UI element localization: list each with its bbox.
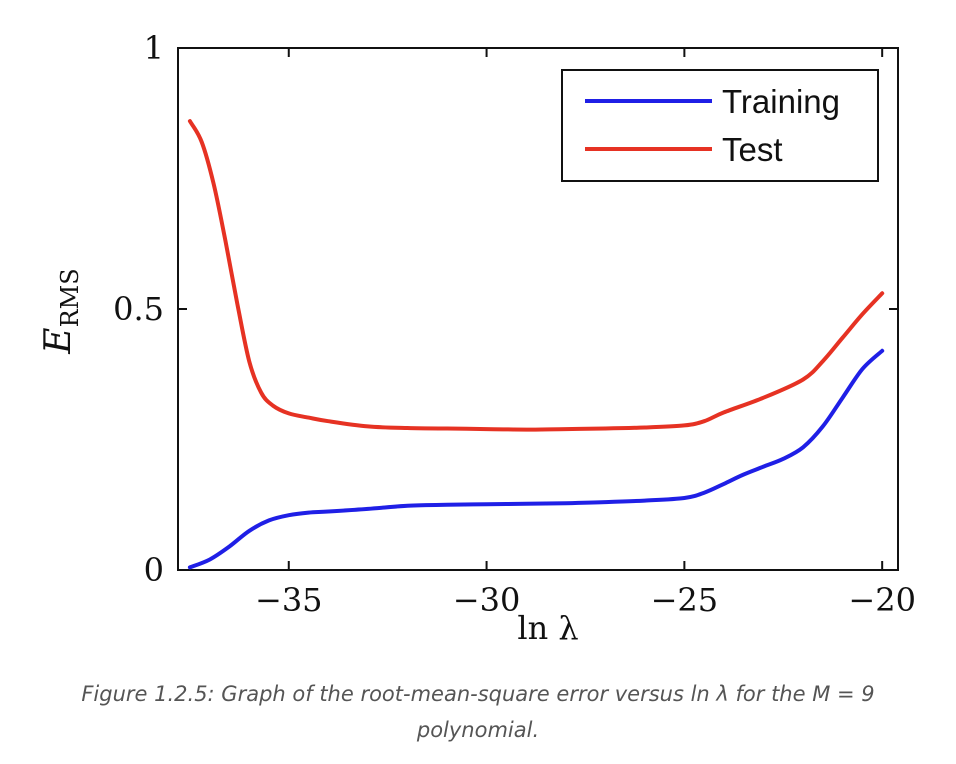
legend-label-training: Training [722,83,840,120]
y-tick-label: 0 [144,551,164,589]
y-axis-label: ERMS [38,268,84,354]
x-axis-label: ln λ [517,609,578,647]
caption-line-2: polynomial. [416,718,540,742]
series-line-training [187,348,885,570]
axis-ticks [178,47,898,571]
legend: Training Test [561,69,879,182]
x-tick-label: −20 [848,581,916,619]
legend-label-test: Test [722,131,783,168]
data-series [187,119,885,570]
figure-caption: Figure 1.2.5: Graph of the root-mean-squ… [0,676,956,748]
x-tick-label: −35 [255,581,323,619]
chart: −35 −30 −25 −20 0 0.5 1 ln λ ERMS Training Tes… [38,29,916,647]
axis-tick-labels: −35 −30 −25 −20 0 0.5 1 [113,29,916,619]
y-tick-label: 1 [144,29,164,67]
caption-line-1: Figure 1.2.5: Graph of the root-mean-squ… [81,682,875,706]
series-line-test [187,119,885,432]
x-tick-label: −25 [651,581,719,619]
y-tick-label: 0.5 [113,290,164,328]
x-tick-label: −30 [453,581,521,619]
legend-box [561,69,879,182]
svg-text:ERMS: ERMS [38,268,84,354]
